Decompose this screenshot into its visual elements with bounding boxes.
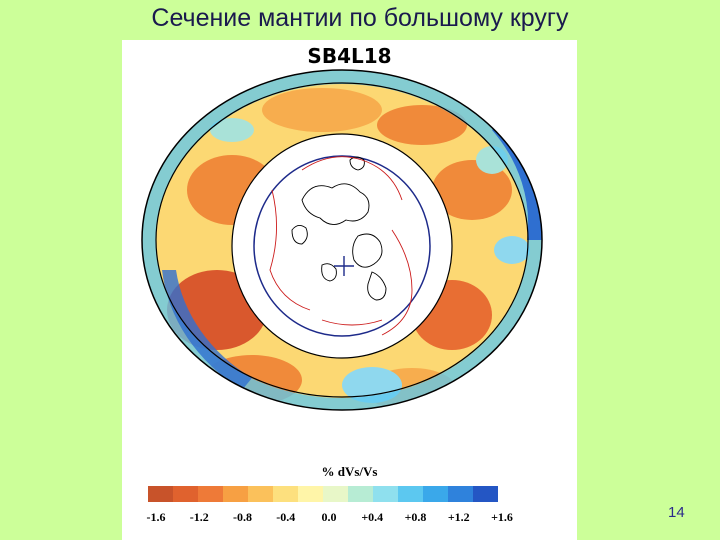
colorbar-cell [323, 486, 348, 502]
colorbar-cell [148, 486, 173, 502]
colorbar-tick-label: +1.2 [447, 510, 470, 524]
mantle-cross-section [141, 69, 543, 411]
colorbar-cell [298, 486, 323, 502]
anomaly-patch [262, 88, 382, 132]
colorbar-cell [223, 486, 248, 502]
colorbar-label: % dVs/Vs [321, 464, 378, 479]
tomography-figure: SB4L18 [122, 40, 577, 540]
colorbar-cell [373, 486, 398, 502]
anomaly-patch [210, 118, 254, 142]
colorbar-cell [273, 486, 298, 502]
slide-title: Сечение мантии по большому кругу [151, 4, 569, 32]
core-mantle-boundary [231, 133, 453, 359]
colorbar-tick-label: +1.6 [491, 510, 513, 524]
anomaly-patch [162, 270, 252, 390]
colorbar-cell [248, 486, 273, 502]
colorbar-tick-label: 0.0 [321, 510, 337, 524]
page-number: 14 [668, 504, 685, 521]
anomaly-patch [432, 160, 512, 220]
colorbar-cell [473, 486, 498, 502]
coastlines-map [291, 156, 387, 301]
colorbar-tick-label: -1.6 [146, 510, 166, 524]
anomaly-patch [494, 236, 530, 264]
inner-core-circle [253, 155, 431, 337]
colorbar-tick-label: -1.2 [189, 510, 209, 524]
colorbar-cell [173, 486, 198, 502]
colorbar-cell [448, 486, 473, 502]
colorbar-cell [423, 486, 448, 502]
anomaly-patch [492, 120, 543, 240]
colorbar-cell [348, 486, 373, 502]
colorbar-tick-label: +0.8 [404, 510, 427, 524]
pole-cross-icon [334, 256, 354, 276]
colorbar-tick-label: +0.4 [361, 510, 384, 524]
colorbar [148, 486, 498, 502]
model-name: SB4L18 [307, 44, 392, 68]
transition-zone-circle [155, 82, 529, 398]
plate-boundaries [269, 156, 413, 336]
colorbar-cell [198, 486, 223, 502]
colorbar-tick-label: -0.8 [233, 510, 252, 524]
anomaly-patch [377, 105, 467, 145]
colorbar-tick-label: -0.4 [276, 510, 296, 524]
earth-surface-circle [141, 69, 543, 411]
colorbar-cell [398, 486, 423, 502]
